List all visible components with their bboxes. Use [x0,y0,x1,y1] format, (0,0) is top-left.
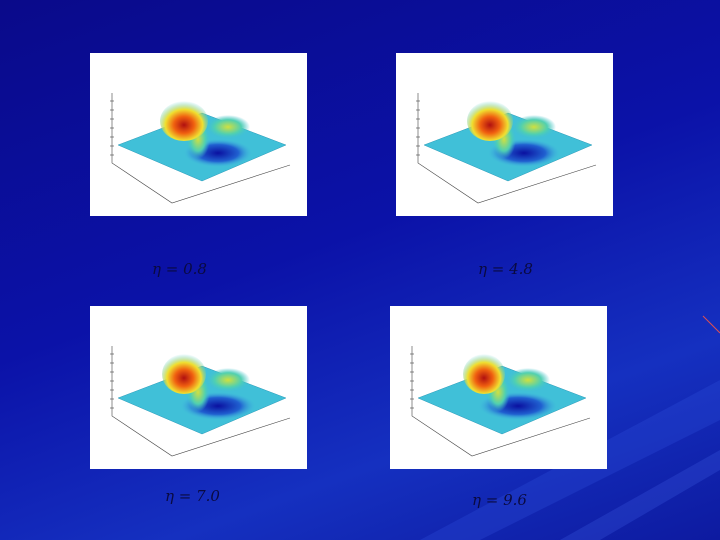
surface-plot [90,306,307,469]
surface-plot [390,306,607,469]
surface-image [110,93,291,204]
surface-peak [463,354,505,394]
surface-peak [467,101,513,141]
surface-bump [512,115,556,139]
surface-peak [160,101,208,141]
surface-image [110,346,291,457]
caption: η = 4.8 [478,260,533,278]
surface-peak [162,354,206,394]
surface-bump [506,368,550,392]
caption: η = 0.8 [152,260,207,278]
caption: η = 7.0 [165,487,220,505]
surface-plot [396,53,613,216]
surface-plot [90,53,307,216]
surface-bump [206,115,250,139]
surface-bump [206,368,250,392]
surface-image [416,93,597,204]
surface-image [410,346,591,457]
caption: η = 9.6 [472,491,527,509]
